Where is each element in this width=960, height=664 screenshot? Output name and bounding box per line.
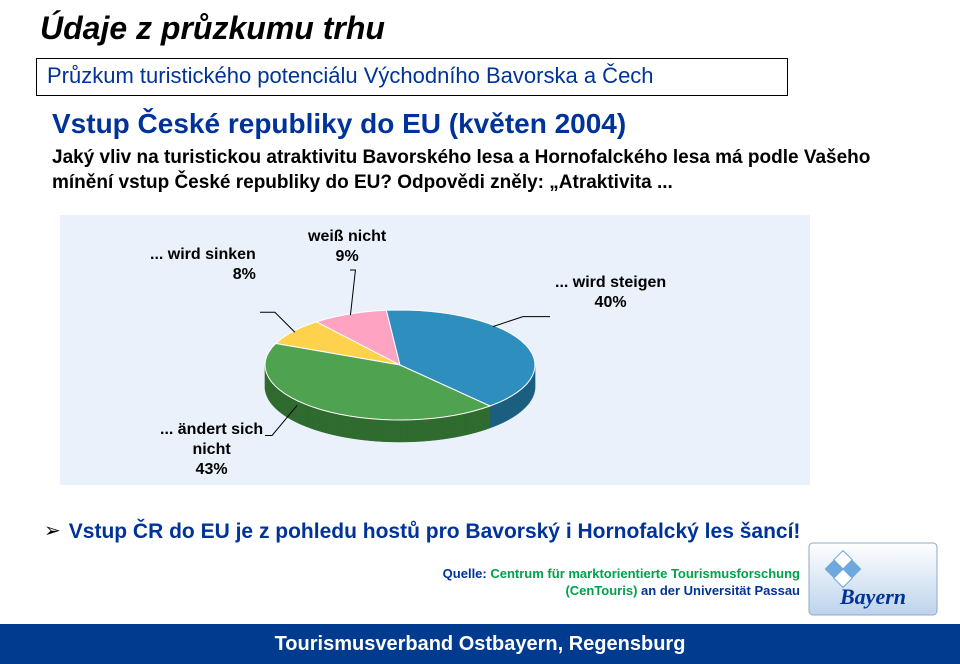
source-line: Quelle: Centrum für marktorientierte Tou… (370, 566, 800, 600)
label-aendert: ... ändert sich nicht 43% (160, 420, 263, 480)
source-tail: an der Universität Passau (641, 583, 800, 598)
conclusion-text: Vstup ČR do EU je z pohledu hostů pro Ba… (69, 518, 801, 545)
label-sinken: ... wird sinken 8% (150, 245, 256, 285)
bullet-arrow-icon: ➢ (44, 518, 61, 544)
conclusion-row: ➢ Vstup ČR do EU je z pohledu hostů pro … (44, 518, 804, 545)
source-paren: (CenTouris) (565, 583, 641, 598)
question-text: Jaký vliv na turistickou atraktivitu Bav… (52, 146, 892, 195)
pie-chart: ... wird sinken 8% weiß nicht 9% ... wir… (60, 215, 810, 485)
source-prefix: Quelle: (443, 566, 491, 581)
bayern-logo: Bayern (808, 542, 938, 616)
subtitle-box: Průzkum turistického potenciálu Východní… (36, 58, 788, 96)
label-weiss-nicht: weiß nicht 9% (308, 227, 386, 267)
source-main: Centrum für marktorientierte Tourismusfo… (490, 566, 800, 581)
logo-text: Bayern (839, 584, 906, 609)
section-heading: Vstup České republiky do EU (květen 2004… (52, 108, 626, 140)
slide: Údaje z průzkumu trhu Průzkum turistické… (0, 0, 960, 664)
footer-bar: Tourismusverband Ostbayern, Regensburg (0, 624, 960, 664)
page-title: Údaje z průzkumu trhu (40, 10, 385, 47)
subtitle: Průzkum turistického potenciálu Východní… (47, 63, 777, 89)
footer-text: Tourismusverband Ostbayern, Regensburg (275, 633, 686, 656)
label-steigen: ... wird steigen 40% (555, 273, 666, 313)
